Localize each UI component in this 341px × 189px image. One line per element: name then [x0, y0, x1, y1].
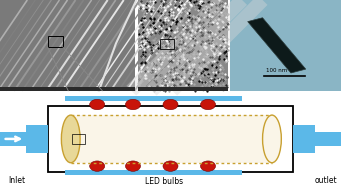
Ellipse shape: [201, 161, 216, 171]
Bar: [0, 87, 135, 91]
Bar: [293, 125, 315, 153]
Bar: [230, 0, 341, 91]
Bar: [73, 134, 85, 144]
Ellipse shape: [163, 99, 178, 110]
Ellipse shape: [125, 161, 140, 171]
Ellipse shape: [90, 161, 105, 171]
Text: LED bulbs: LED bulbs: [145, 177, 183, 186]
Text: 100 nm: 100 nm: [266, 68, 287, 73]
Bar: [48, 106, 293, 172]
Bar: [65, 96, 242, 101]
Bar: [48, 36, 63, 47]
Ellipse shape: [61, 115, 80, 163]
Bar: [65, 170, 242, 175]
Bar: [0, 132, 48, 146]
Ellipse shape: [263, 115, 281, 163]
Bar: [138, 0, 228, 91]
Bar: [293, 132, 341, 146]
Bar: [138, 87, 228, 91]
Bar: [160, 39, 174, 49]
Text: Inlet
sensor: Inlet sensor: [4, 176, 30, 189]
Bar: [0, 0, 135, 91]
Ellipse shape: [90, 99, 105, 110]
Bar: [26, 125, 48, 153]
Bar: [71, 115, 272, 163]
Text: outlet
sensor: outlet sensor: [313, 176, 338, 189]
Polygon shape: [248, 18, 306, 73]
Ellipse shape: [201, 99, 216, 110]
Ellipse shape: [163, 161, 178, 171]
Ellipse shape: [125, 99, 140, 110]
